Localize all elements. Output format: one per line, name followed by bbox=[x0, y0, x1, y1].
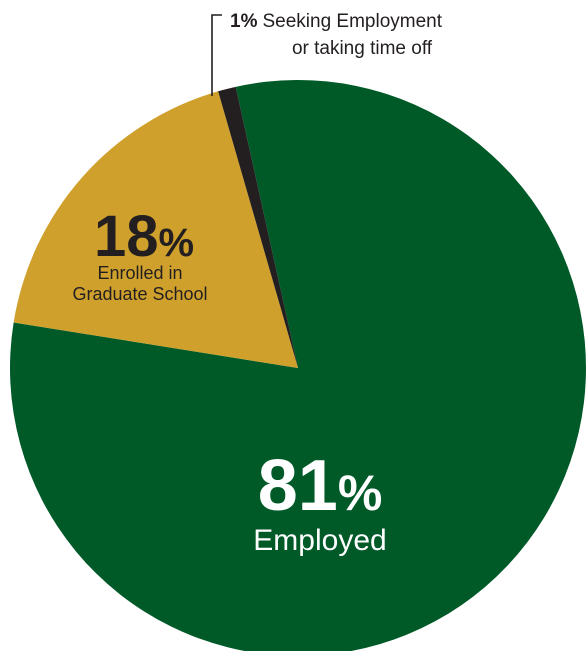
pie-slices bbox=[10, 80, 586, 651]
seeking-pct-label: 1% bbox=[230, 11, 258, 32]
grad-school-pct-sign: % bbox=[158, 221, 194, 265]
grad-school-text-line-2: Graduate School bbox=[72, 284, 207, 304]
employed-pct-label: 81% bbox=[258, 446, 383, 526]
grad-school-slice bbox=[13, 91, 299, 369]
employed-pct-value: 81 bbox=[258, 446, 338, 526]
seeking-label-line-1: 1% Seeking Employment bbox=[230, 11, 443, 32]
employed-slice bbox=[10, 80, 586, 651]
grad-school-pct-value: 18 bbox=[94, 204, 159, 269]
grad-school-text-line-1: Enrolled in bbox=[97, 263, 182, 283]
grad-school-pct-label: 18% bbox=[94, 204, 194, 269]
seeking-leader-line bbox=[211, 14, 222, 96]
seeking-text-line-1: Seeking Employment bbox=[262, 11, 442, 32]
seeking-slice bbox=[218, 86, 298, 368]
employed-text-label: Employed bbox=[253, 524, 386, 557]
seeking-text-line-2: or taking time off bbox=[292, 38, 433, 59]
employed-pct-sign: % bbox=[338, 465, 382, 521]
